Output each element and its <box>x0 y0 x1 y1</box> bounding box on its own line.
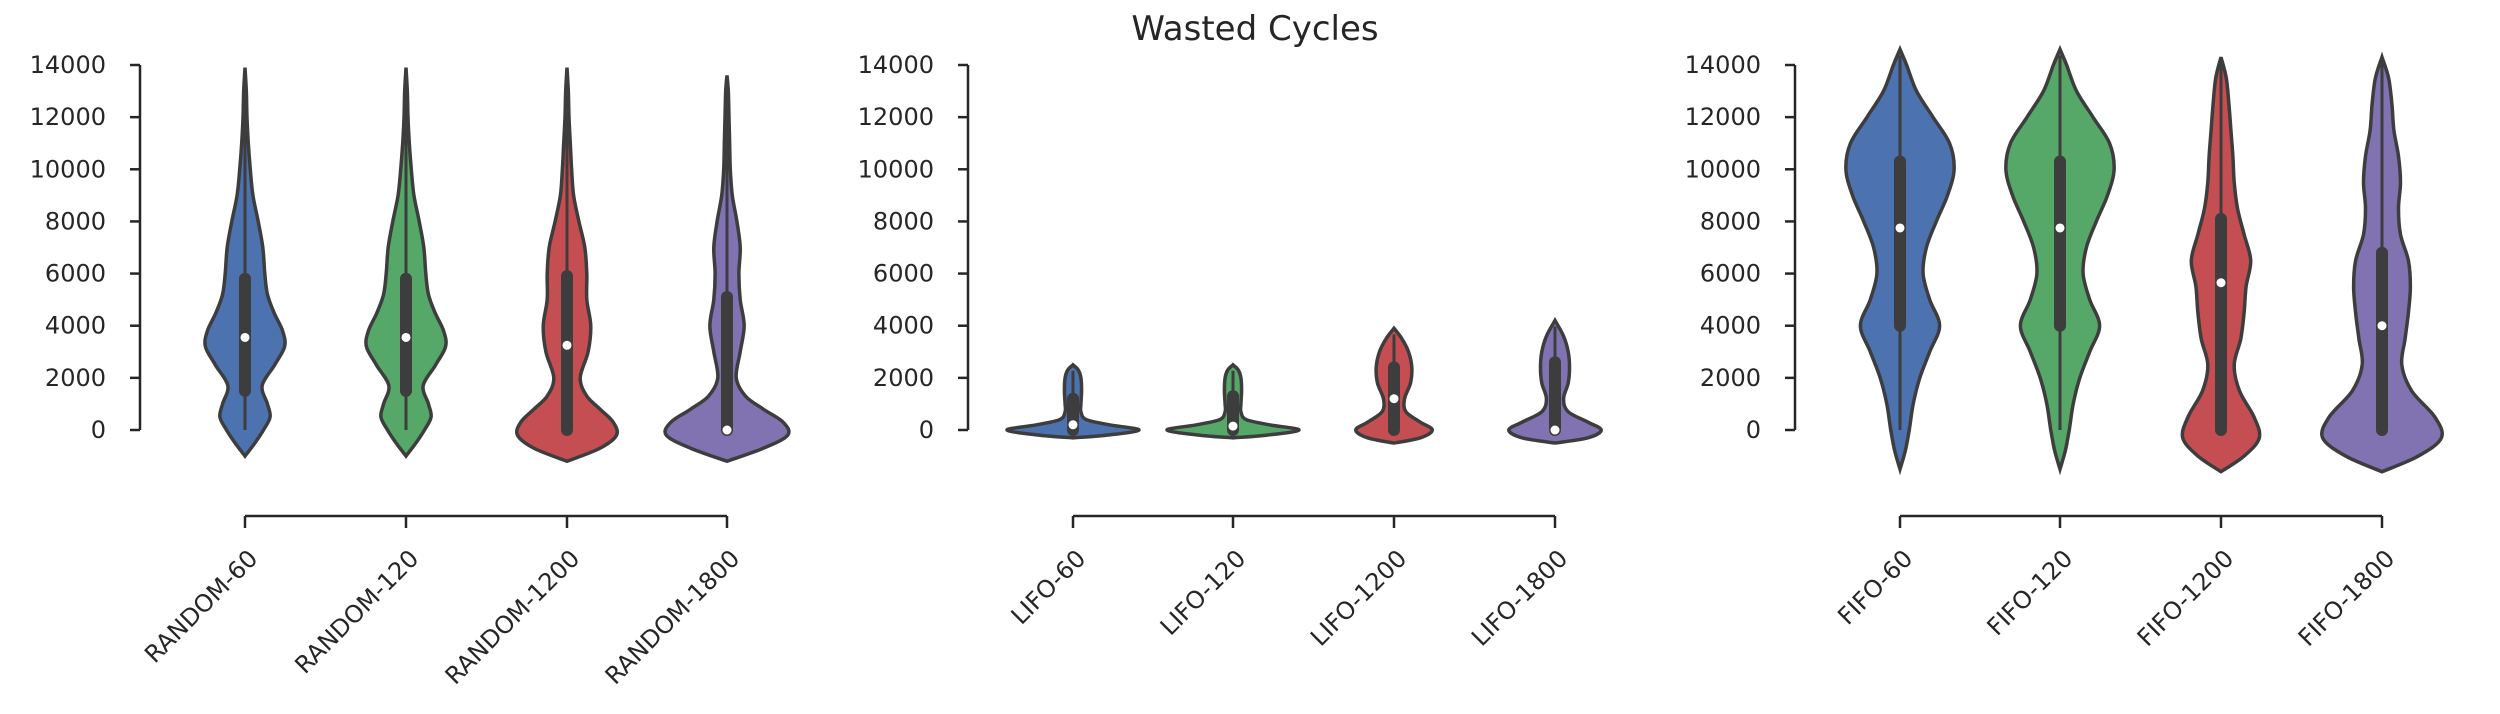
violin-median <box>1228 421 1238 431</box>
figure-title: Wasted Cycles <box>1131 9 1378 49</box>
y-tick-label: 10000 <box>30 155 106 183</box>
violin-median <box>2055 223 2065 233</box>
x-tick-label: FIFO-1800 <box>2293 544 2400 651</box>
y-tick-label: 14000 <box>858 51 934 79</box>
x-tick-label: FIFO-60 <box>1832 544 1918 630</box>
violin-median <box>1389 394 1399 404</box>
violin-median <box>1068 420 1078 430</box>
y-tick-label: 6000 <box>1700 260 1761 288</box>
subplot-lifo: 0 2000 4000 6000 8000 10000 12000 14000 LIFO-60 L… <box>858 51 1603 652</box>
y-tick-label: 10000 <box>1685 155 1761 183</box>
violin-median <box>562 340 572 350</box>
subplot-random: 0 2000 4000 6000 8000 10000 12000 14000 RANDOM-6… <box>30 51 791 690</box>
x-tick-label: LIFO-60 <box>1006 544 1092 630</box>
y-tick-label: 8000 <box>873 207 934 235</box>
x-tick-label: LIFO-120 <box>1155 544 1251 640</box>
x-tick-label: FIFO-120 <box>1982 544 2079 641</box>
y-tick-label: 6000 <box>873 260 934 288</box>
y-tick-label: 2000 <box>45 364 106 392</box>
y-tick-label: 4000 <box>873 312 934 340</box>
y-tick-label: 0 <box>1746 416 1761 444</box>
y-tick-label: 4000 <box>1700 312 1761 340</box>
y-tick-label: 12000 <box>858 103 934 131</box>
x-tick-label: LIFO-1800 <box>1466 544 1573 651</box>
violin-median <box>240 332 250 342</box>
y-tick-label: 14000 <box>30 51 106 79</box>
y-tick-label: 10000 <box>858 155 934 183</box>
x-tick-label: FIFO-1200 <box>2132 544 2239 651</box>
violin-median <box>2377 321 2387 331</box>
y-tick-label: 12000 <box>1685 103 1761 131</box>
y-tick-label: 2000 <box>1700 364 1761 392</box>
subplot-fifo: 0 2000 4000 6000 8000 10000 12000 14000 FIFO-60 F… <box>1685 44 2444 652</box>
violin-median <box>401 332 411 342</box>
y-tick-label: 0 <box>91 416 106 444</box>
x-tick-label: RANDOM-60 <box>139 544 263 668</box>
y-tick-label: 8000 <box>45 207 106 235</box>
y-tick-label: 6000 <box>45 260 106 288</box>
x-tick-label: RANDOM-1800 <box>600 544 746 690</box>
y-tick-label: 12000 <box>30 103 106 131</box>
violin-median <box>2216 278 2226 288</box>
y-tick-label: 8000 <box>1700 207 1761 235</box>
y-tick-label: 2000 <box>873 364 934 392</box>
violin-median <box>1550 425 1560 435</box>
y-tick-label: 4000 <box>45 312 106 340</box>
x-tick-label: RANDOM-1200 <box>440 544 586 690</box>
violin-median <box>722 425 732 435</box>
x-tick-label: LIFO-1200 <box>1305 544 1412 651</box>
x-tick-label: RANDOM-120 <box>289 544 424 679</box>
y-tick-label: 14000 <box>1685 51 1761 79</box>
violin-median <box>1895 223 1905 233</box>
y-tick-label: 0 <box>919 416 934 444</box>
